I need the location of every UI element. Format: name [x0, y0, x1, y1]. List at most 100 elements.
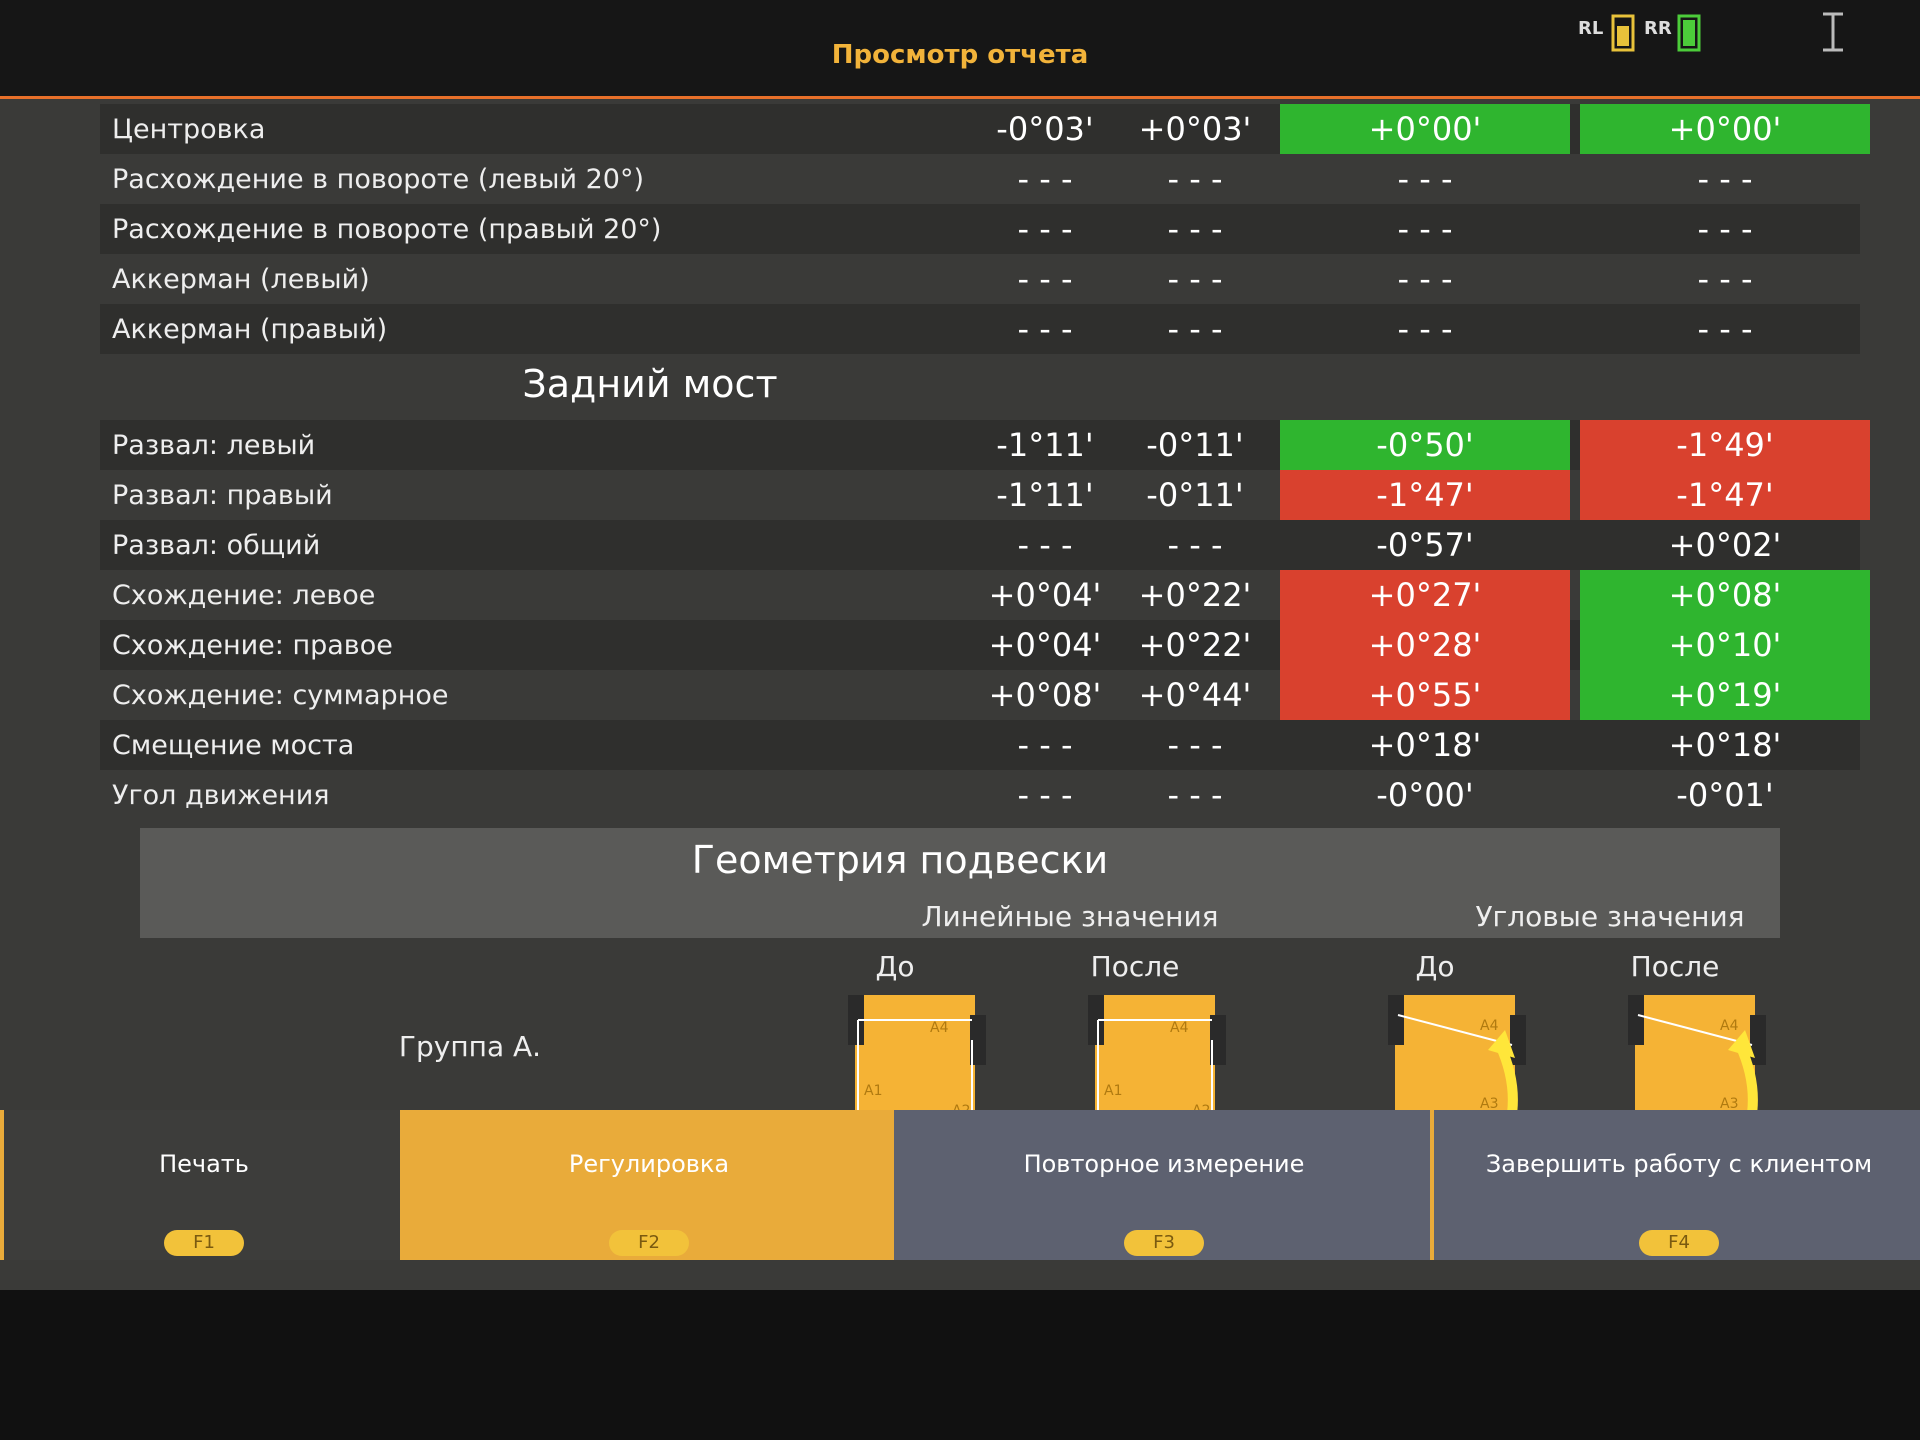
value-cell: +0°04': [988, 576, 1102, 614]
table-row: Центровка -0°03' +0°03' +0°00' +0°00': [100, 104, 1870, 154]
table-row: Аккерман (левый) - - - - - - - - - - - -: [100, 254, 1860, 304]
diagram-caption: До: [1415, 950, 1455, 983]
row-label: Развал: левый: [112, 430, 316, 461]
value-cell: +0°22': [1138, 626, 1252, 664]
value-cell: +0°08': [1580, 570, 1870, 620]
value-cell: - - -: [1167, 526, 1223, 564]
row-label: Смещение моста: [112, 730, 355, 761]
diagram-caption: После: [1630, 950, 1720, 983]
row-label: Схождение: левое: [112, 580, 376, 611]
value-cell: +0°04': [988, 626, 1102, 664]
gray-band: [140, 828, 1780, 938]
row-label: Развал: общий: [112, 530, 321, 561]
row-label: Расхождение в повороте (левый 20°): [112, 164, 644, 195]
diagram-label: A4: [1170, 1020, 1189, 1036]
value-cell: - - -: [1167, 776, 1223, 814]
footer-button[interactable]: Завершить работу с клиентом F4: [1430, 1110, 1920, 1260]
tire: [1210, 1015, 1226, 1065]
tire: [1088, 995, 1104, 1045]
diagram-label: A1: [1104, 1083, 1122, 1099]
value-cell: - - -: [1017, 310, 1073, 348]
value-cell: -0°57': [1376, 526, 1474, 564]
button-label: Печать: [159, 1150, 249, 1178]
subsection-title: Линейные значения: [921, 900, 1219, 933]
button-label: Регулировка: [568, 1150, 730, 1178]
value-cell: -1°11': [996, 476, 1094, 514]
value-cell: - - -: [1697, 160, 1753, 198]
value-cell: -0°50': [1280, 420, 1570, 470]
cursor-icon: [1823, 12, 1843, 52]
value-cell: - - -: [1017, 160, 1073, 198]
table-row: Смещение моста - - - - - - +0°18' +0°18': [100, 720, 1860, 770]
tire: [970, 1015, 986, 1065]
button-label: Завершить работу с клиентом: [1485, 1150, 1873, 1178]
diagram-label: A4: [1480, 1018, 1499, 1034]
table-row: Угол движения - - - - - - -0°00' -0°01': [100, 770, 1860, 820]
row-label: Схождение: суммарное: [112, 680, 449, 711]
value-cell: - - -: [1167, 210, 1223, 248]
diagram-label: A1: [864, 1083, 882, 1099]
footer-button[interactable]: Повторное измерение F3: [890, 1110, 1434, 1260]
table-row: Расхождение в повороте (правый 20°) - - -…: [100, 204, 1860, 254]
function-key: F2: [609, 1230, 689, 1256]
value-cell: +0°28': [1280, 620, 1570, 670]
subsection-title: Угловые значения: [1475, 900, 1745, 933]
group-label: Группа А.: [398, 1030, 542, 1063]
value-cell: - - -: [1017, 726, 1073, 764]
diagram-label: A3: [1720, 1096, 1738, 1112]
tire: [848, 995, 864, 1045]
value-cell: - - -: [1017, 210, 1073, 248]
value-cell: -1°47': [1580, 470, 1870, 520]
table-row: Развал: общий - - - - - - -0°57' +0°02': [100, 520, 1860, 570]
value-cell: +0°19': [1580, 670, 1870, 720]
function-key: F1: [164, 1230, 244, 1256]
section-title: Геометрия подвески: [691, 838, 1109, 882]
diagram-label: A4: [930, 1020, 949, 1036]
value-cell: -0°00': [1376, 776, 1474, 814]
table-row: Расхождение в повороте (левый 20°) - - - -…: [100, 154, 1860, 204]
footer-button[interactable]: Регулировка F2: [400, 1110, 894, 1260]
tire: [1510, 1015, 1526, 1065]
alignment-lines: [857, 1019, 973, 1190]
value-cell: -1°47': [1280, 470, 1570, 520]
row-label: Аккерман (правый): [112, 314, 388, 345]
value-cell: +0°22': [1138, 576, 1252, 614]
diagram-caption: До: [875, 950, 915, 983]
value-cell: - - -: [1167, 726, 1223, 764]
value-cell: -0°11': [1146, 476, 1244, 514]
value-cell: - - -: [1397, 160, 1453, 198]
value-cell: - - -: [1397, 210, 1453, 248]
row-label: Центровка: [112, 114, 266, 145]
diagram-label: A3: [1480, 1096, 1498, 1112]
tire: [1628, 995, 1644, 1045]
value-cell: -1°11': [996, 426, 1094, 464]
tire: [1750, 1015, 1766, 1065]
row-label: Развал: правый: [112, 480, 333, 511]
value-cell: +0°00': [1580, 104, 1870, 154]
value-cell: - - -: [1017, 776, 1073, 814]
monitor-bezel: [0, 1290, 1920, 1440]
report-title: Просмотр отчета: [831, 40, 1089, 70]
value-cell: - - -: [1167, 160, 1223, 198]
value-cell: - - -: [1167, 260, 1223, 298]
row-label: Аккерман (левый): [112, 264, 370, 295]
table-row: Развал: правый -1°11' -0°11' -1°47' -1°47': [100, 470, 1870, 520]
diagram-caption: После: [1090, 950, 1180, 983]
footer-button[interactable]: Печать F1: [0, 1110, 404, 1260]
value-cell: - - -: [1397, 260, 1453, 298]
indicator: RR: [1644, 18, 1672, 39]
diagram-label: A4: [1720, 1018, 1739, 1034]
value-cell: +0°10': [1580, 620, 1870, 670]
value-cell: -0°11': [1146, 426, 1244, 464]
value-cell: +0°44': [1138, 676, 1252, 714]
value-cell: - - -: [1697, 260, 1753, 298]
table-row: Аккерман (правый) - - - - - - - - - - - -: [100, 304, 1860, 354]
value-cell: +0°03': [1138, 110, 1252, 148]
value-cell: - - -: [1397, 310, 1453, 348]
battery-icon: [1611, 14, 1635, 52]
row-label: Угол движения: [112, 780, 330, 811]
table-row: Схождение: суммарное +0°08' +0°44' +0°55' +0…: [100, 670, 1870, 720]
row-label: Схождение: правое: [112, 630, 393, 661]
